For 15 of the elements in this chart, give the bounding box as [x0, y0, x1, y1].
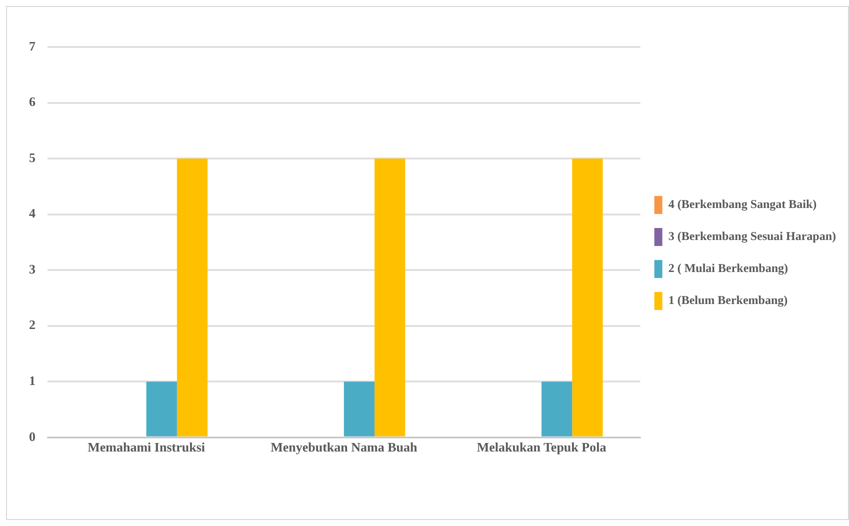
y-tick-label: 0: [29, 428, 36, 444]
x-tick-label: Menyebutkan Nama Buah: [270, 440, 418, 455]
x-tick-label: Melakukan Tepuk Pola: [476, 440, 607, 455]
y-tick-label: 5: [29, 150, 36, 165]
legend-label: 1 (Belum Berkembang): [668, 293, 788, 308]
y-tick-label: 4: [29, 206, 36, 221]
y-tick-label: 6: [29, 94, 36, 110]
y-tick-label: 3: [29, 261, 36, 276]
y-tick-label: 2: [29, 317, 36, 332]
legend-label: 2 ( Mulai Berkembang): [668, 261, 788, 276]
legend-label: 3 (Berkembang Sesuai Harapan): [668, 229, 836, 244]
y-tick-label: 7: [29, 38, 36, 54]
legend-label: 4 (Berkembang Sangat Baik): [668, 197, 817, 212]
y-tick-label: 1: [29, 372, 36, 388]
x-tick-label: Memahami Instruksi: [88, 440, 206, 455]
